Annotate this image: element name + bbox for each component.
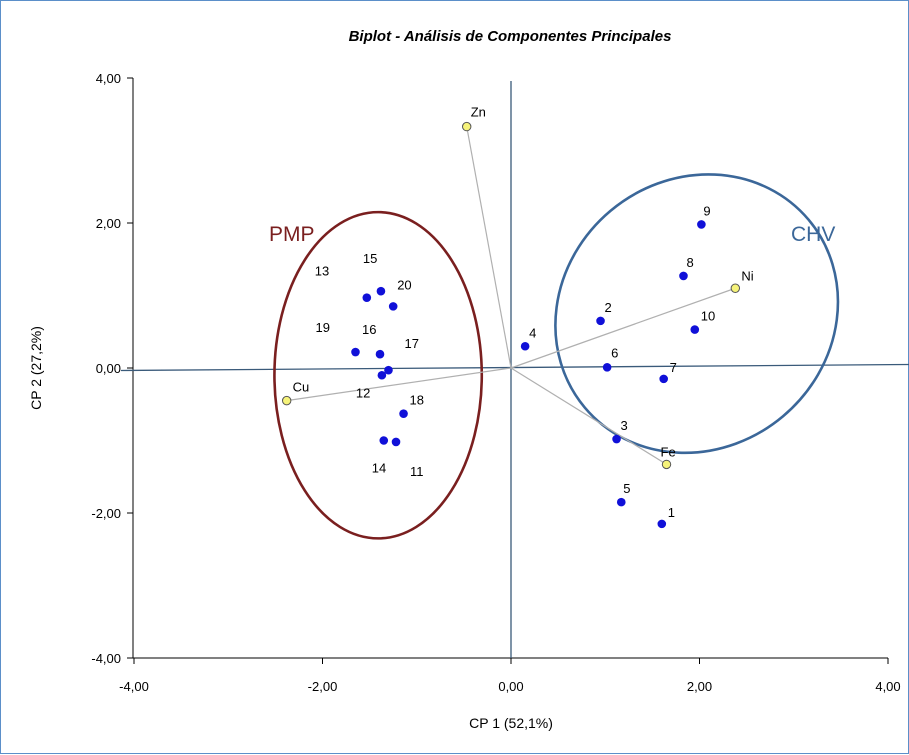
y-tick-label: 4,00 [96, 71, 121, 86]
variable-label-cu: Cu [293, 380, 310, 395]
observation-label-7: 7 [670, 360, 677, 375]
variable-point-ni [730, 283, 741, 293]
variable-label-zn: Zn [471, 105, 486, 120]
observation-label-2: 2 [605, 300, 612, 315]
observation-point-5 [616, 497, 626, 507]
observation-point-10 [690, 325, 700, 334]
observation-label-11: 11 [410, 464, 424, 479]
observation-label-12: 12 [356, 385, 370, 400]
variable-vectors [281, 121, 741, 470]
observation-label-3: 3 [621, 418, 628, 433]
observation-label-9: 9 [703, 203, 710, 218]
horizontal-zero-line [120, 363, 909, 372]
x-tick-label: 0,00 [498, 679, 523, 694]
observation-point-4 [520, 341, 530, 351]
observation-label-20: 20 [397, 277, 411, 292]
variable-label-ni: Ni [741, 268, 753, 283]
observation-point-1 [657, 519, 667, 529]
group-ellipse-pmp [273, 210, 484, 540]
observation-label-17: 17 [404, 336, 418, 351]
observation-point-15 [376, 286, 386, 296]
observation-point-3 [612, 434, 621, 444]
variable-point-zn [462, 121, 472, 132]
variable-point-cu [281, 395, 292, 406]
y-tick-label: -2,00 [91, 506, 121, 521]
observation-point-17 [384, 365, 393, 375]
group-ellipses: PMP CHV [269, 173, 840, 540]
group-ellipse-chv [554, 173, 840, 455]
variable-label-fe: Fe [661, 444, 676, 459]
observation-point-6 [602, 362, 612, 372]
observation-point-14 [379, 436, 389, 445]
observation-point-2 [596, 316, 605, 326]
observation-point-7 [659, 374, 668, 384]
observation-point-16 [375, 349, 385, 359]
observation-label-19: 19 [315, 320, 329, 335]
axes: -4,00 -2,00 0,00 2,00 4,00 -4,00 -2,00 0,00 2,00… [91, 71, 909, 694]
x-tick-label: -4,00 [119, 679, 149, 694]
y-axis-title: CP 2 (27,2%) [28, 326, 44, 410]
x-tick-label: -2,00 [308, 679, 338, 694]
observation-points [351, 220, 706, 529]
observation-label-15: 15 [363, 251, 377, 266]
observation-label-10: 10 [701, 309, 715, 324]
vector-zn [466, 126, 512, 369]
observation-label-13: 13 [315, 264, 329, 279]
observation-point-20 [388, 302, 398, 311]
observation-label-14: 14 [372, 461, 386, 476]
observation-label-8: 8 [686, 255, 693, 270]
y-tick-label: 0,00 [96, 361, 121, 376]
x-tick-label: 4,00 [875, 679, 900, 694]
y-tick-label: -4,00 [91, 651, 121, 666]
vector-fe [510, 367, 667, 465]
x-tick-label: 2,00 [687, 679, 712, 694]
vector-cu [286, 367, 512, 402]
observation-point-18 [399, 409, 408, 418]
observation-label-6: 6 [611, 345, 618, 360]
y-tick-label: 2,00 [96, 216, 121, 231]
observation-label-4: 4 [529, 325, 536, 340]
observation-point-13 [362, 293, 372, 302]
observation-label-5: 5 [623, 481, 630, 496]
observation-point-9 [697, 220, 706, 229]
observation-point-11 [391, 437, 401, 447]
group-label-pmp: PMP [269, 223, 315, 246]
observation-point-8 [679, 271, 688, 281]
observation-label-16: 16 [362, 322, 376, 337]
x-axis-title: CP 1 (52,1%) [469, 715, 553, 731]
group-label-chv: CHV [791, 223, 835, 246]
observation-point-12 [377, 370, 387, 380]
observation-label-1: 1 [668, 505, 675, 520]
vector-ni [510, 287, 736, 369]
chart-title: Biplot - Análisis de Componentes Princip… [349, 28, 672, 45]
observation-label-18: 18 [410, 393, 424, 408]
observation-point-19 [351, 347, 360, 357]
variable-point-fe [661, 459, 672, 470]
